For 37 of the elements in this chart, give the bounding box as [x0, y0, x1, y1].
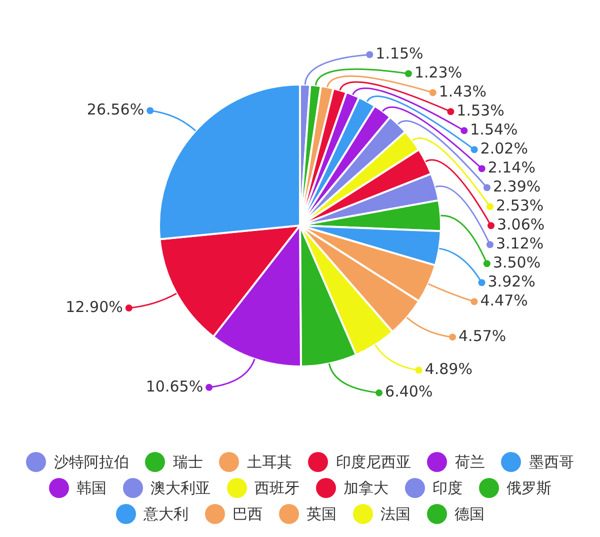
legend-label: 澳大利亚 [150, 478, 210, 498]
data-label: 2.39% [492, 178, 541, 196]
data-label: 10.65% [146, 377, 204, 396]
data-label: 3.12% [496, 234, 544, 252]
legend-label: 墨西哥 [529, 452, 574, 472]
legend-label: 荷兰 [455, 452, 485, 472]
legend-label: 英国 [306, 504, 336, 524]
data-label: 1.43% [438, 82, 487, 100]
legend-label: 瑞士 [173, 452, 203, 472]
data-label: 1.54% [470, 120, 518, 138]
data-label: 1.53% [456, 102, 504, 120]
legend-label: 巴西 [232, 504, 262, 524]
legend-label: 西班牙 [254, 478, 300, 498]
legend-label: 德国 [454, 504, 484, 524]
data-label: 3.92% [488, 272, 536, 290]
data-label: 26.56% [86, 100, 144, 119]
data-label: 2.14% [488, 158, 536, 176]
legend-label: 俄罗斯 [506, 478, 552, 498]
legend-label: 加拿大 [344, 478, 388, 498]
data-label: 3.06% [497, 216, 545, 234]
legend-label: 印度尼西亚 [336, 452, 411, 472]
legend-label: 印度 [432, 478, 462, 498]
data-label: 3.50% [492, 254, 541, 272]
data-label: 4.57% [458, 326, 506, 345]
legend-label: 土耳其 [247, 452, 292, 472]
legend-label: 法国 [380, 504, 410, 524]
data-label: 12.90% [66, 298, 123, 316]
data-label: 1.23% [414, 64, 462, 82]
data-label: 4.89% [424, 360, 472, 378]
data-label: 6.40% [385, 382, 433, 401]
data-label: 2.53% [496, 196, 544, 214]
data-label: 1.15% [376, 44, 424, 62]
data-label: 2.02% [480, 140, 528, 158]
legend-label: 沙特阿拉伯 [54, 452, 129, 472]
legend-label: 韩国 [76, 478, 106, 498]
legend-label: 意大利 [144, 504, 188, 524]
data-label: 4.47% [480, 292, 528, 310]
